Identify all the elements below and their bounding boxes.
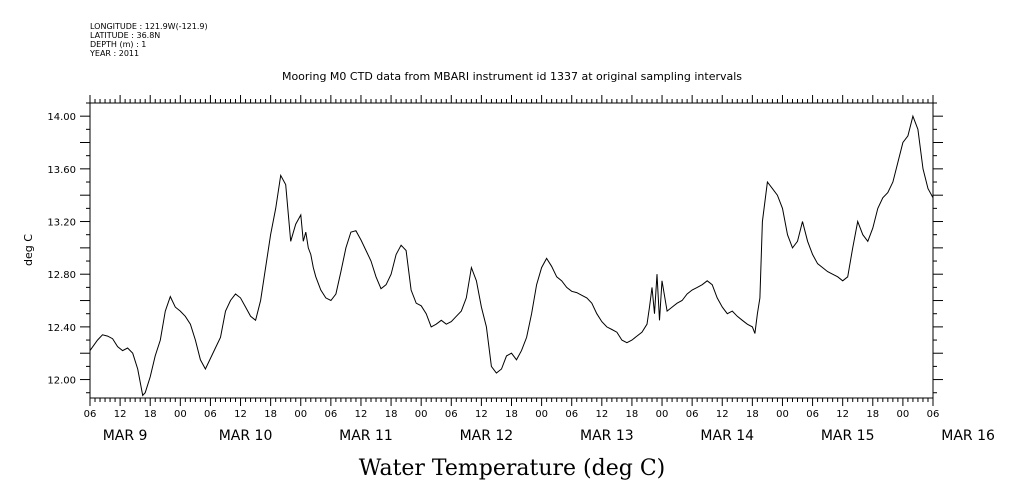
x-tick-label: 00 [535, 409, 548, 420]
meta-latitude: LATITUDE : 36.8N [90, 31, 161, 40]
x-tick-label: 18 [144, 409, 157, 420]
x-day-label: MAR 12 [460, 428, 514, 444]
meta-depth: DEPTH (m) : 1 [90, 40, 147, 49]
x-tick-label: 06 [204, 409, 217, 420]
x-tick-label: 18 [505, 409, 518, 420]
meta-longitude: LONGITUDE : 121.9W(-121.9) [90, 22, 208, 31]
x-tick-label: 06 [565, 409, 578, 420]
x-tick-label: 06 [806, 409, 819, 420]
x-tick-label: 18 [264, 409, 277, 420]
x-tick-label: 18 [746, 409, 759, 420]
x-tick-label: 18 [866, 409, 879, 420]
x-tick-label: 12 [716, 409, 729, 420]
x-tick-label: 12 [595, 409, 608, 420]
x-day-label: MAR 11 [339, 428, 393, 444]
x-tick-label: 12 [836, 409, 849, 420]
y-axis: 12.00 12.40 12.80 13.20 13.60 14.00 [47, 102, 943, 394]
x-tick-label: 00 [656, 409, 669, 420]
series-line-water-temperature [89, 114, 934, 397]
x-tick-label: 06 [927, 409, 940, 420]
x-day-label: MAR 13 [580, 428, 634, 444]
x-tick-label: 18 [385, 409, 398, 420]
x-axis: 06 12 18 00 06 12 18 00 06 12 18 00 06 12 18 00 06 12 18 00… [84, 95, 995, 444]
x-tick-label: 00 [294, 409, 307, 420]
chart-title: Mooring M0 CTD data from MBARI instrumen… [282, 70, 742, 83]
x-tick-label: 06 [324, 409, 337, 420]
x-day-label: MAR 9 [103, 428, 148, 444]
x-day-label: MAR 16 [941, 428, 995, 444]
y-tick-label: 14.00 [47, 112, 76, 123]
x-day-label: MAR 15 [821, 428, 875, 444]
x-tick-label: 06 [84, 409, 97, 420]
y-axis-label: deg C [22, 234, 35, 266]
x-tick-label: 00 [897, 409, 910, 420]
x-tick-label: 12 [355, 409, 368, 420]
x-tick-label: 00 [776, 409, 789, 420]
y-tick-label: 12.00 [47, 376, 76, 387]
y-tick-label: 12.80 [47, 270, 76, 281]
y-tick-label: 12.40 [47, 323, 76, 334]
x-axis-label: Water Temperature (deg C) [359, 456, 666, 481]
minor-ticks [94, 99, 929, 402]
x-day-label: MAR 14 [700, 428, 754, 444]
x-tick-label: 06 [686, 409, 699, 420]
x-tick-label: 18 [626, 409, 639, 420]
y-tick-label: 13.20 [47, 218, 76, 229]
x-tick-label: 12 [114, 409, 127, 420]
x-tick-label: 12 [234, 409, 247, 420]
x-tick-label: 00 [415, 409, 428, 420]
y-tick-label: 13.60 [47, 165, 76, 176]
x-tick-label: 06 [445, 409, 458, 420]
x-tick-label: 00 [174, 409, 187, 420]
meta-year: YEAR : 2011 [90, 49, 140, 58]
x-day-label: MAR 10 [219, 428, 273, 444]
x-tick-label: 12 [475, 409, 488, 420]
